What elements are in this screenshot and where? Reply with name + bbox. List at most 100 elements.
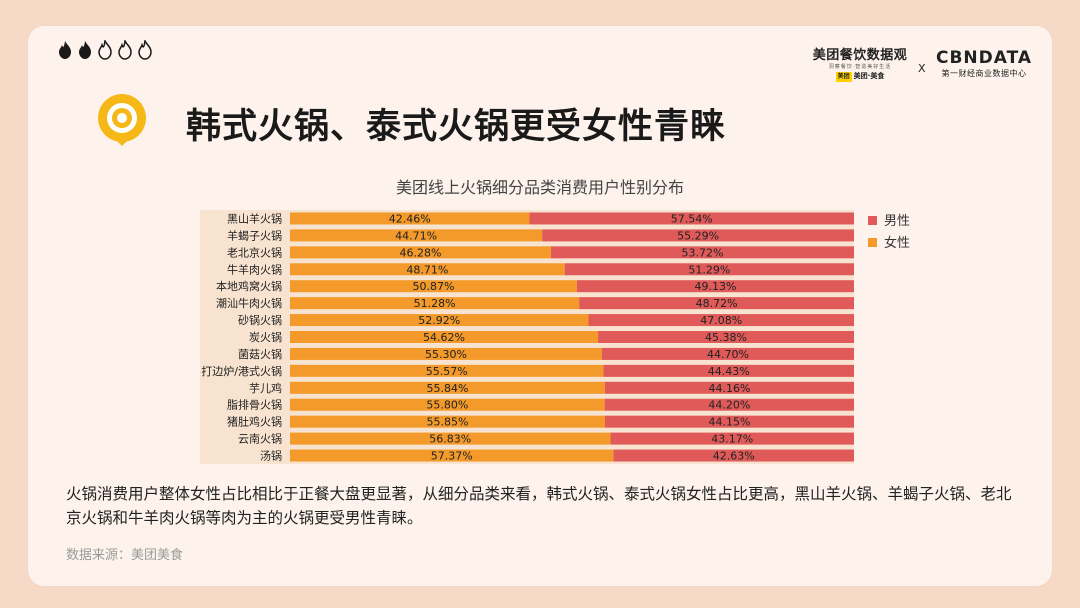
target-badge-icon — [98, 94, 146, 146]
bar-male — [603, 364, 854, 377]
category-label: 砂锅火锅 — [238, 314, 282, 327]
bar-female — [290, 415, 605, 428]
description-text: 火锅消费用户整体女性占比相比于正餐大盘更显著，从细分品类来看，韩式火锅、泰式火锅… — [66, 485, 1012, 527]
data-label-female: 55.30% — [425, 348, 467, 361]
category-label: 炭火锅 — [249, 331, 282, 344]
bar-female — [290, 246, 552, 259]
brand-right-sub: 第一财经商业数据中心 — [941, 69, 1027, 78]
data-label-male: 48.72% — [696, 297, 738, 310]
category-label: 芋儿鸡 — [249, 381, 282, 395]
data-label-male: 44.43% — [708, 365, 750, 378]
legend-swatch-male — [868, 216, 877, 225]
bar-male — [564, 263, 854, 276]
bar-female — [290, 229, 543, 242]
bar-male — [598, 331, 854, 343]
bar-female — [290, 347, 602, 360]
data-label-male: 47.08% — [700, 314, 742, 327]
chart-title: 美团线上火锅细分品类消费用户性别分布 — [395, 178, 684, 197]
category-label: 云南火锅 — [238, 433, 282, 446]
category-label: 汤锅 — [260, 449, 282, 463]
bar-female — [290, 449, 614, 462]
data-label-male: 45.38% — [705, 331, 747, 344]
bar-male — [529, 212, 854, 225]
data-label-male: 44.15% — [709, 416, 751, 429]
data-label-female: 55.85% — [427, 416, 469, 429]
bar-male — [604, 415, 854, 428]
bar-female — [290, 364, 604, 377]
bar-male — [613, 449, 854, 462]
brand-left-sub: 美团 美团·美食 — [835, 72, 885, 82]
data-label-male: 44.20% — [708, 399, 750, 412]
data-label-female: 42.46% — [389, 212, 431, 225]
data-label-female: 48.71% — [406, 263, 448, 276]
bar-male — [576, 280, 854, 293]
data-label-male: 53.72% — [682, 246, 724, 259]
data-label-female: 52.92% — [418, 314, 460, 327]
data-label-male: 51.29% — [688, 263, 730, 276]
bar-female — [290, 314, 589, 327]
data-label-female: 55.84% — [426, 382, 468, 395]
bar-female — [290, 331, 599, 343]
flame-icon — [79, 41, 91, 59]
data-label-male: 57.54% — [671, 212, 713, 225]
bar-female — [290, 212, 530, 225]
flame-icon — [98, 40, 112, 60]
source-note: 数据来源：美团美食 — [66, 548, 184, 563]
data-label-female: 57.37% — [431, 450, 473, 463]
bar-male — [588, 314, 854, 327]
category-label: 本地鸡窝火锅 — [216, 279, 282, 293]
category-label: 打边炉/港式火锅 — [201, 364, 282, 378]
flame-icon — [59, 41, 71, 59]
flame-icon — [118, 40, 132, 60]
page-title: 韩式火锅、泰式火锅更受女性青睐 — [186, 107, 727, 147]
bar-male — [610, 432, 854, 445]
meituan-brand-logo: 美团餐饮数据观 洞察餐饮·智造美好生活 美团 美团·美食 — [806, 48, 914, 82]
legend-label-female: 女性 — [884, 235, 910, 251]
data-label-female: 56.83% — [429, 433, 471, 446]
bar-male — [601, 347, 854, 360]
category-label: 羊蝎子火锅 — [227, 228, 282, 242]
legend-label-male: 男性 — [884, 214, 910, 229]
data-label-female: 46.28% — [400, 246, 442, 259]
bar-male — [604, 398, 854, 411]
data-label-male: 49.13% — [694, 280, 736, 293]
data-label-female: 54.62% — [423, 331, 465, 344]
legend-swatch-female — [868, 238, 877, 247]
data-label-female: 51.28% — [414, 297, 456, 310]
bar-male — [579, 297, 854, 310]
flame-icon — [138, 40, 152, 60]
brand-left-name: 美团餐饮数据观 — [812, 48, 908, 63]
category-label: 黑山羊火锅 — [227, 211, 282, 225]
data-label-male: 42.63% — [713, 450, 755, 463]
category-label: 猪肚鸡火锅 — [227, 415, 282, 429]
bar-male — [551, 246, 854, 259]
bar-male — [542, 229, 854, 242]
category-label: 潮汕牛肉火锅 — [216, 296, 282, 310]
category-label: 脂排骨火锅 — [227, 398, 282, 412]
brand-left-tagline: 洞察餐饮·智造美好生活 — [828, 64, 892, 70]
data-label-female: 55.80% — [426, 399, 468, 412]
bar-female — [290, 263, 565, 276]
flame-rating — [56, 40, 154, 60]
bar-female — [290, 398, 605, 411]
data-label-female: 55.57% — [426, 365, 468, 378]
data-label-male: 55.29% — [677, 229, 719, 242]
data-label-female: 44.71% — [395, 229, 437, 242]
brand-separator: X — [918, 62, 926, 75]
bar-female — [290, 280, 577, 293]
data-label-female: 50.87% — [412, 280, 454, 293]
bar-female — [290, 297, 580, 310]
bar-female — [290, 432, 611, 445]
category-label: 老北京火锅 — [227, 245, 282, 259]
data-label-male: 44.16% — [708, 382, 750, 395]
brand-right-name: CBNDATA — [935, 48, 1033, 68]
data-label-male: 43.17% — [711, 433, 753, 446]
bar-female — [290, 381, 605, 394]
category-label: 牛羊肉火锅 — [227, 262, 282, 276]
data-label-male: 44.70% — [707, 348, 749, 361]
bar-male — [604, 381, 854, 394]
category-label: 菌菇火锅 — [238, 347, 282, 361]
meituan-badge: 美团 — [835, 72, 852, 82]
cbndata-brand-logo: CBNDATA 第一财经商业数据中心 — [934, 48, 1034, 80]
